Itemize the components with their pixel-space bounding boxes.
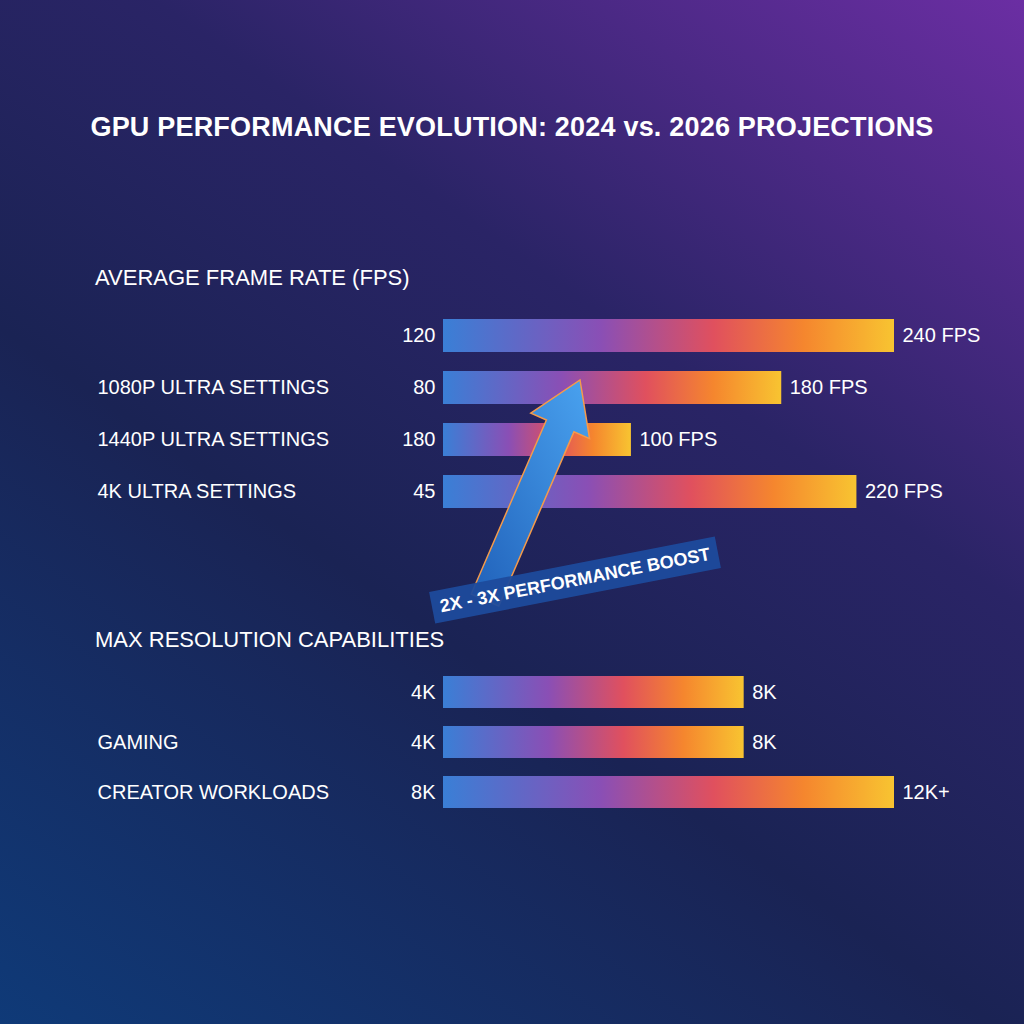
svg-text:45: 45 [413, 480, 435, 502]
html-text:AVERAGE FRAME RATE (FPS): AVERAGE FRAME RATE (FPS) [95, 265, 410, 290]
svg-text:12K+: 12K+ [903, 781, 950, 803]
svg-text:8K: 8K [411, 781, 436, 803]
svg-text:1080P ULTRA SETTINGS: 1080P ULTRA SETTINGS [98, 376, 330, 398]
svg-text:8K: 8K [752, 731, 777, 753]
svg-text:CREATOR WORKLOADS: CREATOR WORKLOADS [98, 781, 330, 803]
svg-text:220 FPS: 220 FPS [865, 480, 943, 502]
svg-text:4K: 4K [411, 681, 436, 703]
svg-text:80: 80 [413, 376, 435, 398]
svg-text:4K ULTRA SETTINGS: 4K ULTRA SETTINGS [98, 480, 297, 502]
svg-text:8K: 8K [752, 681, 777, 703]
svg-text:120: 120 [402, 324, 435, 346]
svg-text:1440P ULTRA SETTINGS: 1440P ULTRA SETTINGS [98, 428, 330, 450]
svg-text:4K: 4K [411, 731, 436, 753]
svg-text:180: 180 [402, 428, 435, 450]
svg-text:100 FPS: 100 FPS [639, 428, 717, 450]
svg-text:GAMING: GAMING [98, 731, 179, 753]
svg-text:180 FPS: 180 FPS [790, 376, 868, 398]
svg-text:240 FPS: 240 FPS [903, 324, 981, 346]
html-text:GPU PERFORMANCE EVOLUTION: 202: GPU PERFORMANCE EVOLUTION: 2024 vs. 2026… [90, 112, 934, 142]
svg-text:2X - 3X PERFORMANCE BOOST: 2X - 3X PERFORMANCE BOOST [438, 544, 712, 616]
html-text:MAX RESOLUTION CAPABILITIES: MAX RESOLUTION CAPABILITIES [95, 627, 445, 652]
